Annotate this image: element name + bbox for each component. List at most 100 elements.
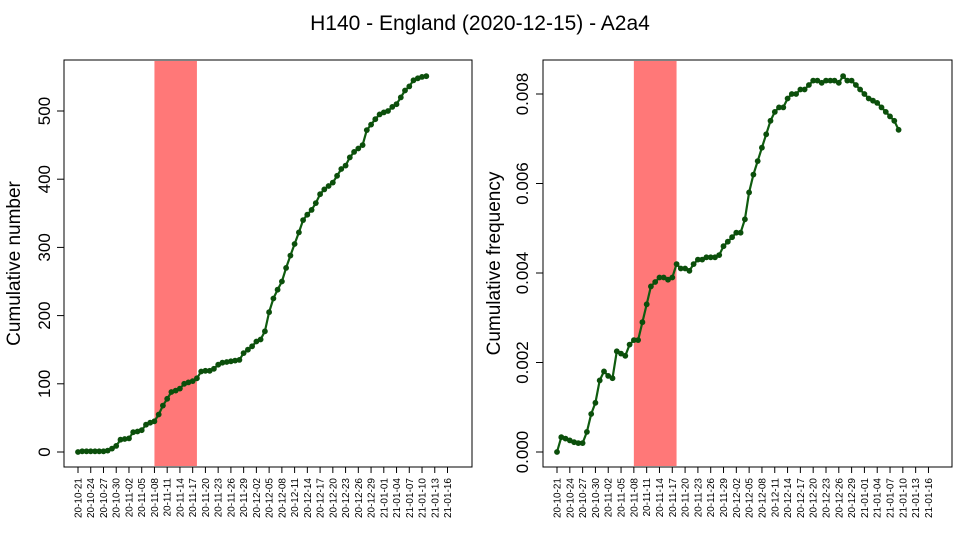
- data-point: [329, 179, 336, 186]
- data-point: [321, 186, 328, 193]
- data-point: [554, 449, 560, 455]
- x-tick-label: 20-10-30: [591, 478, 602, 518]
- data-point: [648, 283, 654, 290]
- data-point: [317, 191, 323, 198]
- x-tick-label: 20-11-17: [668, 478, 679, 518]
- x-tick-label: 20-10-21: [553, 478, 564, 518]
- x-tick-label: 20-10-27: [578, 478, 589, 518]
- x-tick-label: 20-11-26: [706, 478, 717, 518]
- x-tick-label: 20-12-14: [783, 478, 794, 518]
- y-tick-label: 0.008: [513, 73, 532, 116]
- x-tick-label: 20-11-05: [137, 478, 148, 518]
- data-point: [334, 172, 340, 179]
- data-point: [840, 73, 846, 79]
- data-point: [579, 440, 586, 446]
- data-point: [835, 79, 842, 86]
- x-tick-label: 21-01-10: [418, 478, 429, 518]
- x-tick-label: 21-01-07: [886, 478, 897, 518]
- data-point: [759, 144, 765, 151]
- data-point: [393, 101, 400, 108]
- data-point: [232, 357, 239, 364]
- data-point: [857, 86, 863, 93]
- data-point: [291, 241, 298, 247]
- data-point: [750, 171, 757, 178]
- data-point: [827, 77, 834, 84]
- y-tick-label: 0.004: [513, 252, 532, 295]
- page-title: H140 - England (2020-12-15) - A2a4: [310, 12, 650, 35]
- data-point: [385, 108, 391, 114]
- x-tick-label: 21-01-16: [443, 478, 454, 518]
- data-point: [618, 350, 624, 357]
- data-point: [844, 77, 851, 84]
- data-point: [673, 261, 680, 267]
- data-point: [895, 126, 902, 133]
- data-point: [690, 261, 697, 267]
- data-point: [160, 402, 166, 409]
- data-point: [746, 189, 752, 196]
- x-tick-label: 21-01-13: [911, 478, 922, 518]
- data-point: [287, 252, 294, 259]
- y-axis-label: Cumulative frequency: [484, 171, 505, 355]
- data-point: [874, 100, 881, 106]
- data-point: [219, 359, 226, 366]
- data-point: [211, 365, 217, 372]
- data-point: [853, 82, 859, 88]
- data-point: [249, 343, 256, 350]
- data-point: [406, 83, 413, 90]
- y-tick-label: 200: [35, 301, 54, 329]
- data-point: [355, 145, 362, 152]
- x-tick-label: 20-11-08: [629, 478, 640, 518]
- data-point: [325, 183, 332, 189]
- data-point: [202, 367, 209, 374]
- data-point: [279, 278, 285, 285]
- x-tick-label: 20-11-14: [655, 478, 666, 518]
- data-point: [682, 265, 688, 272]
- series-line: [555, 74, 900, 453]
- data-point: [609, 375, 616, 382]
- plot-frame: [542, 59, 953, 468]
- data-point: [308, 207, 315, 213]
- x-tick-label: 20-12-23: [821, 478, 832, 518]
- data-point: [113, 443, 120, 449]
- data-point: [304, 211, 311, 218]
- data-point: [368, 121, 374, 128]
- y-tick-label: 400: [35, 165, 54, 193]
- data-point: [338, 166, 345, 172]
- data-point: [245, 346, 251, 353]
- data-point: [592, 399, 599, 406]
- x-tick-label: 20-12-08: [277, 478, 288, 518]
- y-tick-label: 0: [35, 447, 54, 456]
- data-point: [733, 229, 740, 236]
- data-point: [716, 252, 723, 258]
- data-point: [814, 77, 821, 84]
- data-point: [669, 274, 676, 281]
- data-point: [831, 77, 838, 84]
- y-tick-label: 300: [35, 233, 54, 261]
- data-point: [104, 447, 111, 454]
- x-tick-label: 21-01-07: [405, 478, 416, 518]
- x-tick-label: 21-01-01: [379, 478, 390, 518]
- x-tick-label: 21-01-04: [873, 478, 884, 518]
- x-tick-label: 20-12-26: [354, 478, 365, 518]
- data-point: [296, 229, 302, 236]
- x-tick-label: 20-12-05: [745, 478, 756, 518]
- x-tick-label: 20-10-30: [112, 478, 123, 518]
- data-point: [639, 319, 646, 326]
- x-tick-label: 20-11-05: [617, 478, 628, 518]
- data-point: [780, 104, 787, 111]
- y-tick-label: 100: [35, 370, 54, 398]
- x-tick-label: 20-12-20: [809, 478, 820, 518]
- x-tick-label: 20-12-05: [265, 478, 276, 518]
- x-tick-label: 20-11-26: [226, 478, 237, 518]
- x-tick-label: 20-11-11: [163, 478, 174, 517]
- data-point: [887, 113, 893, 120]
- data-point: [92, 448, 98, 455]
- data-point: [635, 337, 641, 343]
- data-point: [622, 352, 629, 359]
- data-point: [419, 74, 425, 80]
- x-tick-label: 21-01-16: [924, 478, 935, 518]
- x-tick-label: 20-12-20: [328, 478, 339, 518]
- data-point: [660, 274, 667, 281]
- data-point: [729, 234, 735, 241]
